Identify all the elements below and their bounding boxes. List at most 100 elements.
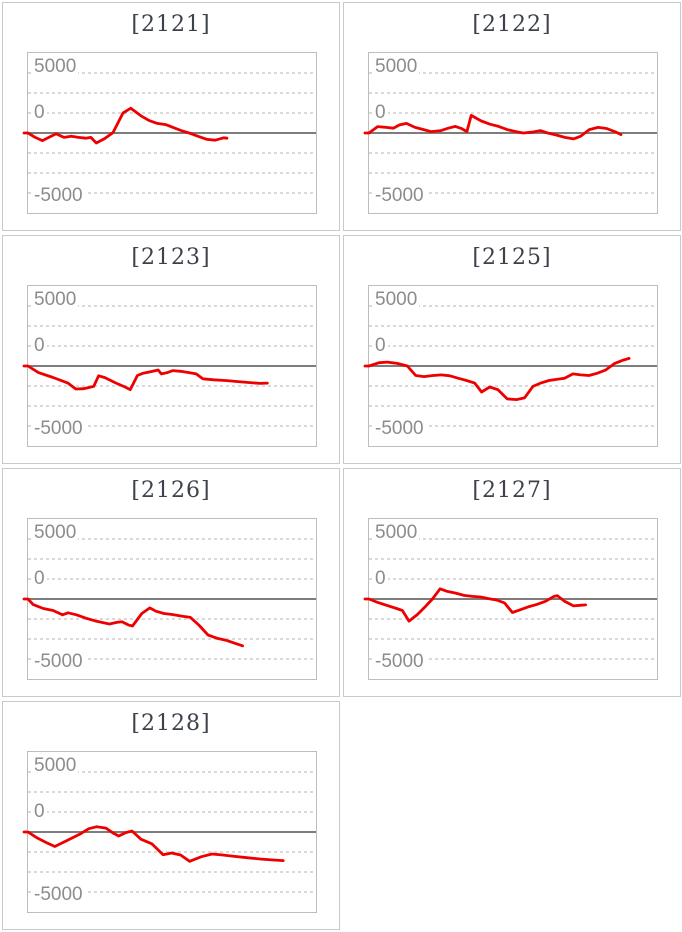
- series-polyline: [363, 357, 631, 401]
- gridline: [369, 618, 657, 620]
- gridline: [369, 345, 657, 347]
- series-line: [363, 357, 631, 401]
- chart-panel-2123: [2123] 5000 0 -5000: [2, 235, 340, 464]
- gridline: [28, 891, 316, 893]
- chart-title: [2126]: [131, 478, 211, 503]
- series-line: [22, 825, 285, 863]
- y-axis-label: -5000: [32, 185, 85, 206]
- gridline: [28, 618, 316, 620]
- gridline: [28, 172, 316, 174]
- chart-panel-2125: [2125] 5000 0 -5000: [343, 235, 681, 464]
- gridline: [28, 345, 316, 347]
- series-polyline: [363, 587, 588, 623]
- gridline: [369, 425, 657, 427]
- zero-line: [369, 598, 657, 600]
- chart-panel-2121: [2121] 5000 0 -5000: [2, 2, 340, 231]
- gridline: [28, 638, 316, 640]
- gridline: [369, 638, 657, 640]
- gridline: [28, 305, 316, 307]
- gridline: [369, 172, 657, 174]
- zero-line: [28, 831, 316, 833]
- series-line: [363, 587, 588, 623]
- gridline: [369, 92, 657, 94]
- gridline: [369, 72, 657, 74]
- gridline: [369, 658, 657, 660]
- y-axis-label: 5000: [32, 289, 79, 310]
- chart-title: [2122]: [472, 12, 552, 37]
- gridline: [28, 192, 316, 194]
- gridline: [369, 112, 657, 114]
- gridline: [369, 152, 657, 154]
- zero-line: [369, 132, 657, 134]
- gridline: [28, 72, 316, 74]
- chart-title: [2121]: [131, 12, 211, 37]
- y-axis-label: 5000: [373, 289, 420, 310]
- y-axis-label: 5000: [32, 522, 79, 543]
- gridline: [369, 405, 657, 407]
- y-axis-label: -5000: [373, 651, 426, 672]
- gridline: [28, 152, 316, 154]
- series-polyline: [22, 106, 229, 145]
- y-axis-label: 0: [32, 335, 47, 356]
- gridline: [28, 325, 316, 327]
- gridline: [28, 405, 316, 407]
- gridline: [28, 791, 316, 793]
- gridline: [28, 538, 316, 540]
- zero-line: [28, 365, 316, 367]
- gridline: [28, 658, 316, 660]
- plot-area: 5000 0 -5000: [22, 751, 317, 913]
- gridline: [28, 92, 316, 94]
- plot-area: 5000 0 -5000: [363, 518, 658, 680]
- gridline: [369, 385, 657, 387]
- gridline: [369, 578, 657, 580]
- series-line: [22, 364, 269, 392]
- y-axis-label: -5000: [373, 185, 426, 206]
- series-polyline: [22, 825, 285, 863]
- series-line: [22, 597, 245, 648]
- gridline: [28, 385, 316, 387]
- gridline: [28, 558, 316, 560]
- plot-area: 5000 0 -5000: [22, 52, 317, 214]
- chart-title: [2128]: [131, 711, 211, 736]
- chart-title: [2125]: [472, 245, 552, 270]
- gridline: [369, 538, 657, 540]
- gridline: [28, 811, 316, 813]
- plot-area: 5000 0 -5000: [363, 52, 658, 214]
- y-axis-label: 0: [32, 102, 47, 123]
- series-line: [22, 106, 229, 145]
- y-axis-label: 0: [32, 801, 47, 822]
- zero-line: [28, 132, 316, 134]
- gridline: [369, 192, 657, 194]
- zero-line: [369, 365, 657, 367]
- gridline: [369, 325, 657, 327]
- y-axis-label: 5000: [32, 56, 79, 77]
- y-axis-label: 5000: [373, 522, 420, 543]
- plot-area: 5000 0 -5000: [363, 285, 658, 447]
- y-axis-label: -5000: [32, 651, 85, 672]
- y-axis-label: -5000: [32, 418, 85, 439]
- chart-title: [2123]: [131, 245, 211, 270]
- chart-panel-2128: [2128] 5000 0 -5000: [2, 701, 340, 930]
- gridline: [28, 771, 316, 773]
- series-line: [363, 114, 623, 141]
- chart-panel-2126: [2126] 5000 0 -5000: [2, 468, 340, 697]
- gridline: [369, 305, 657, 307]
- plot-area: 5000 0 -5000: [22, 518, 317, 680]
- gridline: [28, 112, 316, 114]
- gridline: [28, 578, 316, 580]
- y-axis-label: 5000: [373, 56, 420, 77]
- gridline: [28, 425, 316, 427]
- y-axis-label: -5000: [373, 418, 426, 439]
- y-axis-label: 5000: [32, 755, 79, 776]
- series-polyline: [22, 364, 269, 392]
- zero-line: [28, 598, 316, 600]
- chart-title: [2127]: [472, 478, 552, 503]
- y-axis-label: 0: [373, 335, 388, 356]
- y-axis-label: 0: [32, 568, 47, 589]
- y-axis-label: 0: [373, 568, 388, 589]
- gridline: [28, 871, 316, 873]
- chart-panel-2127: [2127] 5000 0 -5000: [343, 468, 681, 697]
- y-axis-label: 0: [373, 102, 388, 123]
- plot-area: 5000 0 -5000: [22, 285, 317, 447]
